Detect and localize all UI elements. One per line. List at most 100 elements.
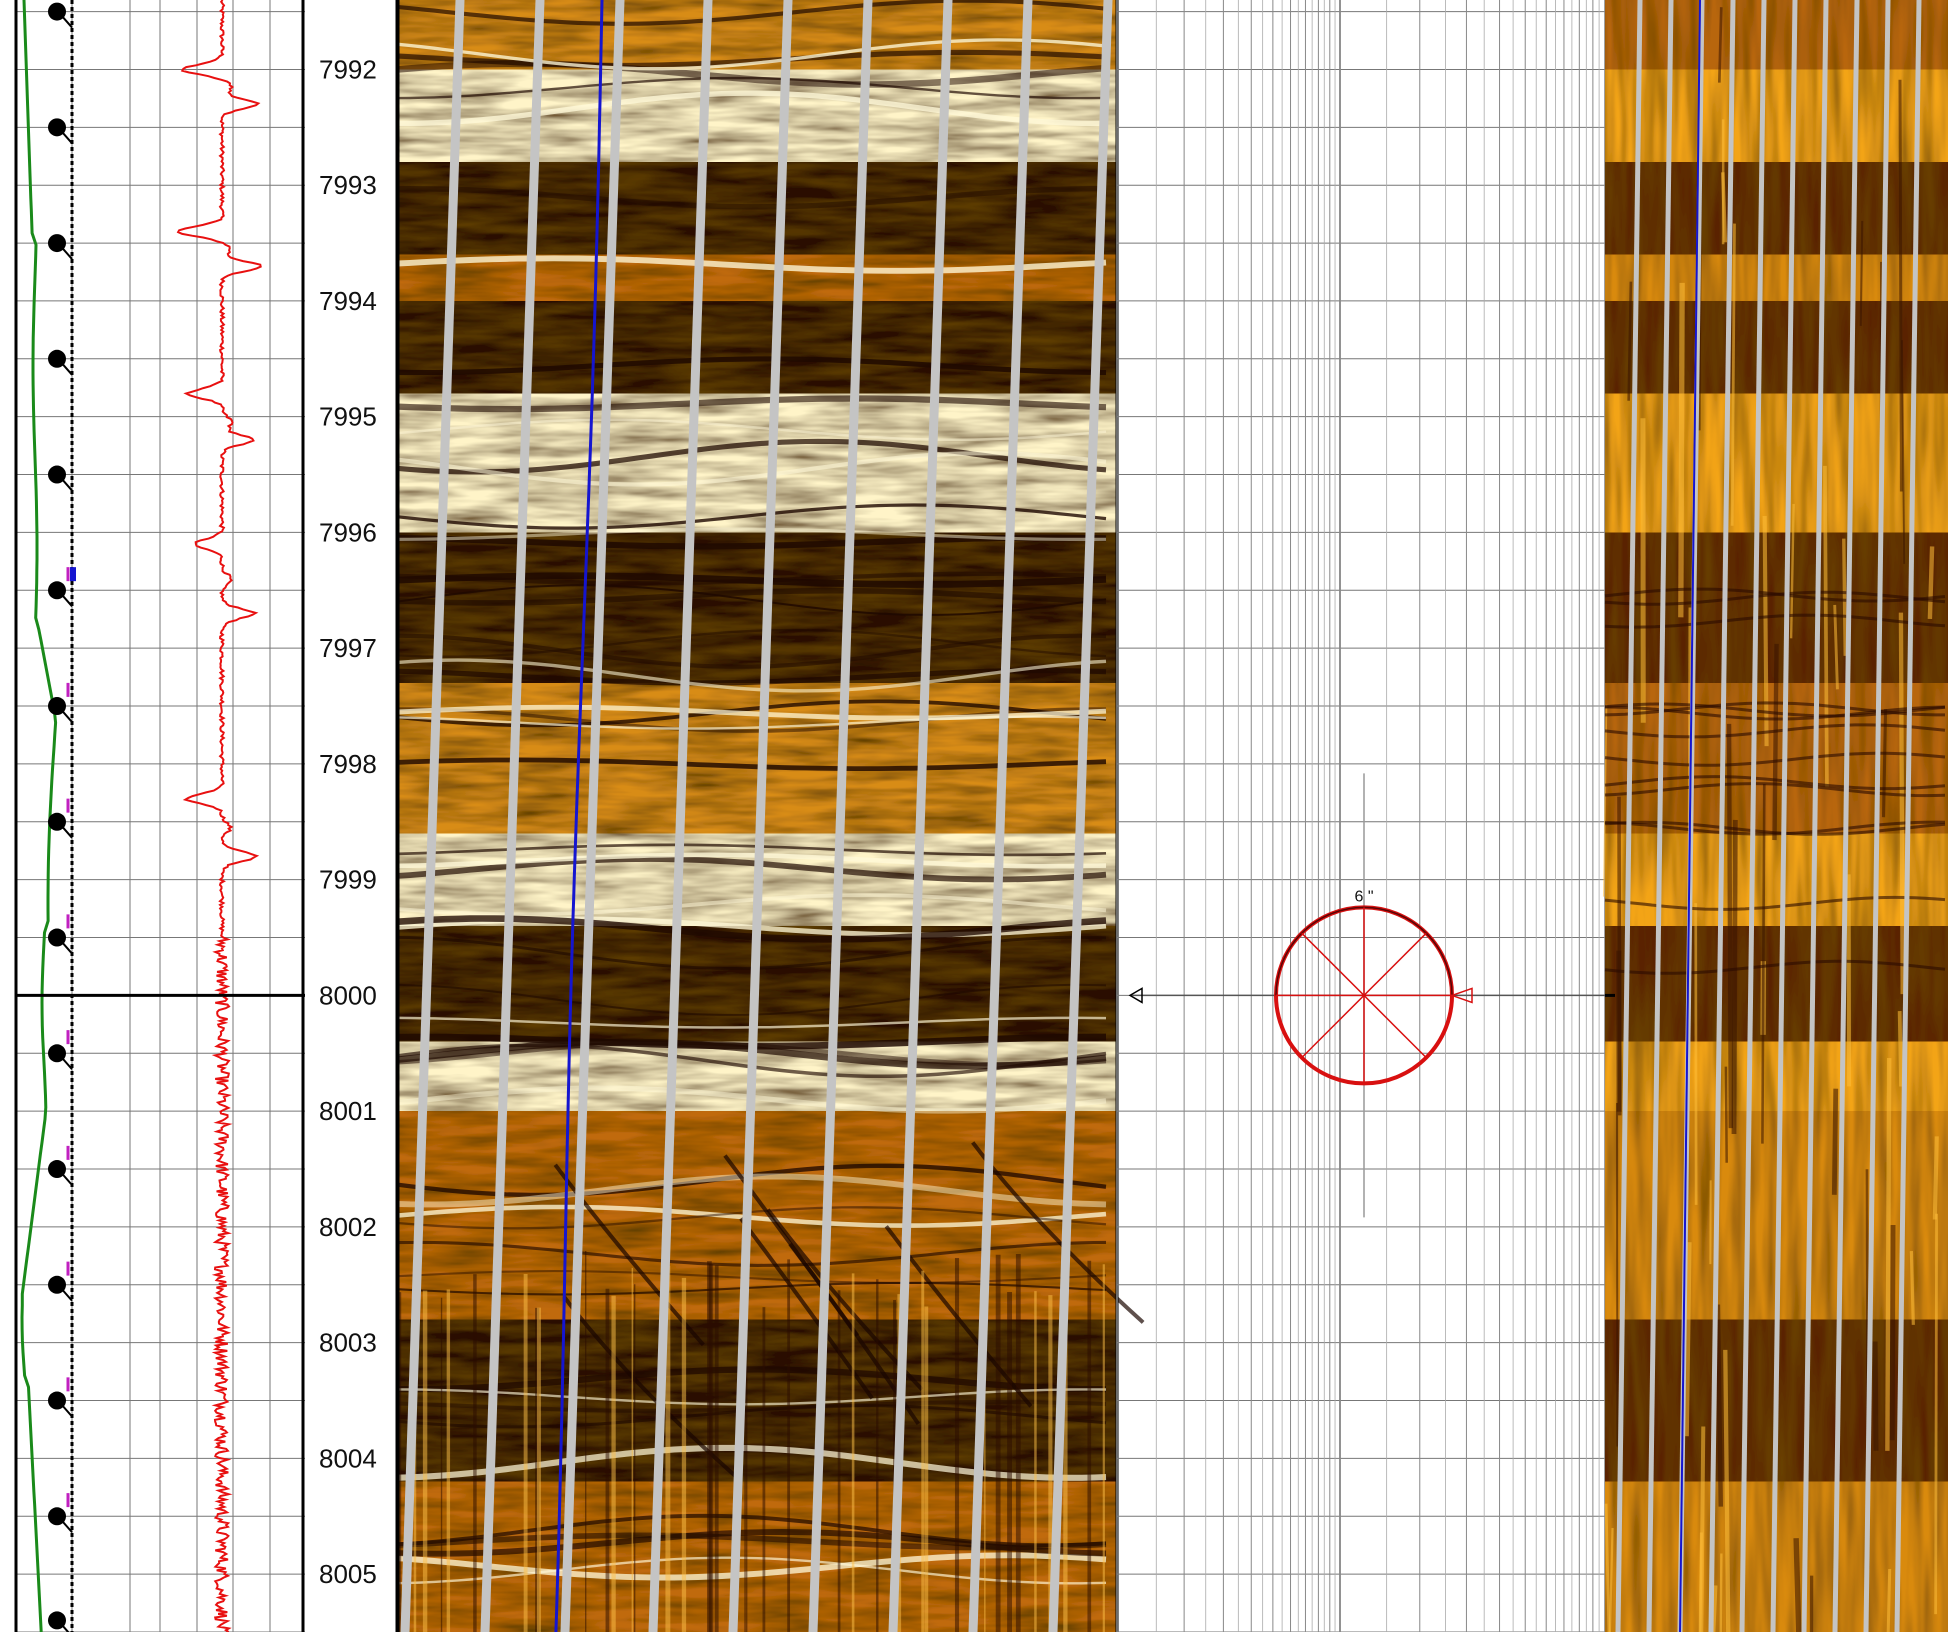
dip-tadpole-icon (48, 234, 66, 253)
vertical-streak (1885, 1058, 1892, 1451)
dip-tadpole-icon (48, 1507, 66, 1526)
pad-sinusoid (888, 0, 953, 1632)
vertical-streak (1823, 465, 1829, 788)
bedding-feature (397, 356, 1107, 376)
vertical-streak (1897, 1011, 1903, 1087)
bedding-feature (397, 1513, 1107, 1548)
depth-tick-label: 7999 (319, 865, 377, 895)
hole-size-pointer-icon (1449, 987, 1473, 1004)
dip-tadpole-icon (48, 118, 66, 137)
bedding-feature (397, 1404, 1107, 1429)
bedding-feature (397, 1556, 1107, 1585)
borehole-path-curve (554, 0, 604, 1632)
vertical-streak (1881, 709, 1888, 818)
depth-tick-label: 8002 (319, 1212, 377, 1242)
fracture-feature (553, 1163, 705, 1347)
dip-tadpole-icon (48, 697, 66, 716)
bedding-feature (397, 38, 1107, 71)
vertical-streak (1715, 1304, 1724, 1507)
vertical-streak (1726, 723, 1734, 1129)
depth-tick-label: 8003 (319, 1328, 377, 1358)
bedding-feature (398, 90, 1107, 127)
cursor-arrow-icon (1128, 987, 1143, 1004)
depth-track-background (305, 0, 398, 1632)
bedding-feature (1604, 959, 1946, 975)
bedding-feature (397, 0, 1107, 26)
vertical-streak (1898, 612, 1905, 995)
hole-size-track-grid (1116, 0, 1606, 1632)
pad-sinusoid (1739, 0, 1767, 1632)
dip-tadpole-icon (48, 1391, 66, 1410)
depth-tick-label: 7997 (319, 633, 377, 663)
vertical-streak (1889, 1225, 1896, 1441)
dip-tadpole-icon (48, 465, 66, 484)
image-sinusoids (400, 0, 1113, 1632)
vertical-streak (1724, 1066, 1728, 1163)
caliper-curve (20, 0, 58, 1632)
vertical-streak (1717, 7, 1723, 83)
pad-sinusoid (1863, 0, 1891, 1632)
vertical-streak (1833, 604, 1839, 690)
vertical-streak (1730, 223, 1736, 526)
pad-sinusoid (1048, 0, 1113, 1632)
vertical-streak (1934, 1213, 1938, 1615)
bedding-feature (397, 852, 1107, 869)
bedding-feature (397, 1552, 1107, 1581)
pad-sinusoid (1894, 0, 1922, 1632)
pad-sinusoid (1770, 0, 1798, 1632)
vertical-streak (1927, 546, 1935, 620)
hole-size-track: 6 " (1116, 0, 1606, 1632)
image-sinusoids-secondary (1615, 0, 1922, 1632)
dip-tadpole-icon (48, 928, 66, 947)
vertical-streak (1872, 1341, 1879, 1451)
dip-tadpole-icon (48, 1044, 66, 1063)
pad-sinusoid (808, 0, 873, 1632)
caliper-track (14, 0, 305, 1632)
vertical-streak (1831, 1088, 1839, 1195)
depth-tick-label: 8001 (319, 1096, 377, 1126)
vertical-streak (1698, 1532, 1703, 1632)
fracture-feature (739, 1217, 874, 1400)
vertical-streak (1859, 220, 1864, 326)
bedding-feature (397, 185, 1106, 210)
vertical-streak (1683, 1242, 1692, 1437)
vertical-streak (1842, 538, 1847, 656)
vertical-streak (1723, 1349, 1731, 1632)
vertical-streak (1617, 796, 1622, 1116)
vertical-streak (1731, 819, 1738, 1134)
vertical-streak (1886, 1568, 1892, 1632)
pad-sinusoid (968, 0, 1033, 1632)
bedding-feature (397, 1366, 1107, 1393)
depth-tick-label: 8005 (319, 1559, 377, 1589)
bedding-feature (397, 395, 1107, 413)
dip-tadpole-icon (48, 1160, 66, 1179)
pad-sinusoid (728, 0, 793, 1632)
vertical-streak (1909, 1250, 1915, 1325)
bedding-feature (397, 503, 1107, 530)
borehole-image-track (396, 0, 1145, 1632)
depth-tick-label: 7993 (319, 170, 377, 200)
pad-sinusoid (648, 0, 713, 1632)
gamma-track (176, 0, 262, 1632)
dip-tadpole-icon (48, 349, 66, 368)
borehole-path-curve-secondary (1679, 0, 1701, 1632)
vertical-streak (1627, 281, 1633, 401)
depth-tick-label: 7996 (319, 517, 377, 547)
pad-sinusoid (400, 0, 465, 1632)
vertical-streak (1608, 1527, 1614, 1632)
dip-tadpole-icon (48, 2, 66, 21)
pad-sinusoid (480, 0, 545, 1632)
vertical-streak (1793, 1538, 1802, 1632)
depth-tick-label: 8004 (319, 1443, 377, 1473)
pad-sinusoid (1615, 0, 1643, 1632)
bedding-feature (397, 255, 1107, 274)
hole-size-outline (1275, 906, 1453, 996)
depth-tick-label: 7992 (319, 54, 377, 84)
bedding-feature (397, 60, 1107, 88)
vertical-streak (1898, 79, 1903, 492)
hole-size-glyph: 6 " (1128, 773, 1605, 1218)
hole-size-spoke (1301, 932, 1427, 1059)
vertical-streak (1604, 1503, 1611, 1632)
bedding-feature (397, 856, 1107, 883)
